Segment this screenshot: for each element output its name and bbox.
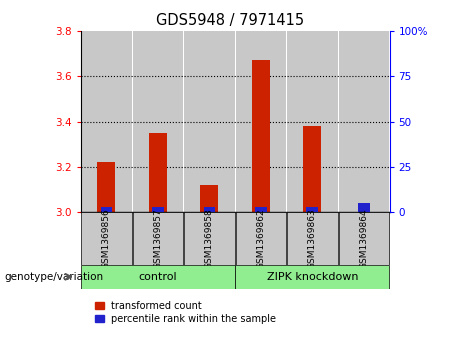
Text: GDS5948 / 7971415: GDS5948 / 7971415 — [156, 13, 305, 28]
Bar — [203, 207, 215, 212]
Bar — [287, 31, 337, 212]
Bar — [358, 203, 370, 212]
Text: GSM1369864: GSM1369864 — [359, 208, 368, 269]
FancyBboxPatch shape — [338, 212, 389, 265]
Text: GSM1369857: GSM1369857 — [154, 208, 162, 269]
Bar — [152, 207, 164, 212]
Bar — [149, 133, 167, 212]
Text: ZIPK knockdown: ZIPK knockdown — [266, 272, 358, 282]
FancyBboxPatch shape — [81, 265, 235, 289]
FancyBboxPatch shape — [287, 212, 337, 265]
Legend: transformed count, percentile rank within the sample: transformed count, percentile rank withi… — [95, 301, 276, 324]
Bar — [338, 31, 389, 212]
Bar — [100, 207, 112, 212]
Bar — [133, 31, 183, 212]
FancyBboxPatch shape — [236, 212, 286, 265]
FancyBboxPatch shape — [235, 265, 389, 289]
Text: control: control — [139, 272, 177, 282]
Bar — [303, 126, 321, 212]
Text: GSM1369856: GSM1369856 — [102, 208, 111, 269]
Text: GSM1369858: GSM1369858 — [205, 208, 214, 269]
Bar — [97, 163, 115, 212]
Bar — [184, 31, 235, 212]
Text: genotype/variation: genotype/variation — [5, 272, 104, 282]
FancyBboxPatch shape — [133, 212, 183, 265]
Bar — [252, 60, 270, 212]
FancyBboxPatch shape — [184, 212, 235, 265]
Text: GSM1369863: GSM1369863 — [308, 208, 317, 269]
FancyBboxPatch shape — [81, 212, 132, 265]
Bar — [255, 207, 267, 212]
Bar — [236, 31, 286, 212]
Bar — [307, 207, 318, 212]
Bar — [201, 185, 219, 212]
Bar — [81, 31, 132, 212]
Text: GSM1369862: GSM1369862 — [256, 208, 266, 269]
